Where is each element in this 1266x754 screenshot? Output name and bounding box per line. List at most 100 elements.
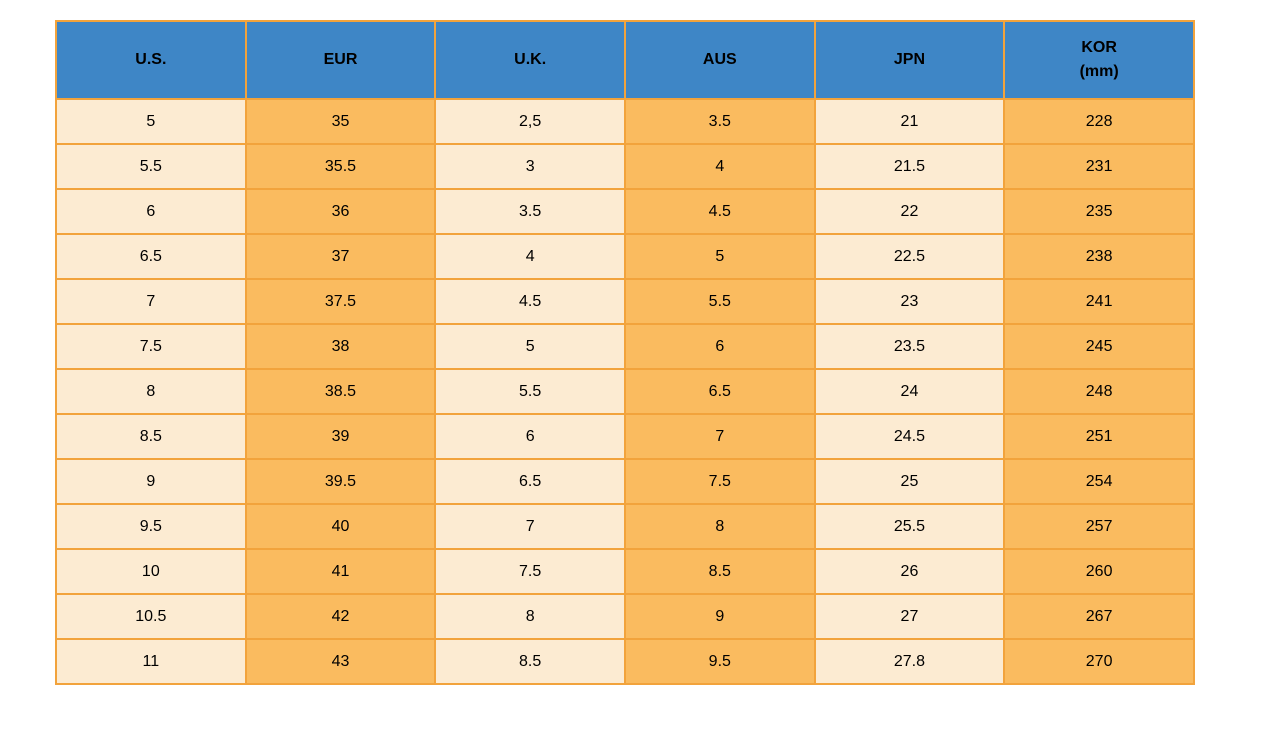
table-row: 5.5 35.5 3 4 21.5 231 — [55, 143, 1195, 190]
header-row: U.S. EUR U.K. AUS JPN KOR (mm) — [55, 20, 1195, 100]
table-row: 6 36 3.5 4.5 22 235 — [55, 188, 1195, 235]
table-cell: 6.5 — [55, 233, 247, 280]
table-cell: 7.5 — [55, 323, 247, 370]
table-row: 5 35 2,5 3.5 21 228 — [55, 98, 1195, 145]
table-cell: 35.5 — [244, 143, 437, 190]
table-cell: 38 — [244, 323, 437, 370]
table-cell: 38.5 — [244, 368, 437, 415]
table-cell: 5 — [55, 98, 247, 145]
table-cell: 3.5 — [623, 98, 816, 145]
table-body: 5 35 2,5 3.5 21 228 5.5 35.5 3 4 21.5 231 6 36 3.5 4.5 2… — [55, 98, 1195, 685]
table-cell: 4.5 — [623, 188, 816, 235]
table-cell: 23 — [813, 278, 1006, 325]
table-row: 7 37.5 4.5 5.5 23 241 — [55, 278, 1195, 325]
table-cell: 235 — [1003, 188, 1195, 235]
table-cell: 27.8 — [813, 638, 1006, 685]
table-cell: 35 — [244, 98, 437, 145]
table-cell: 270 — [1003, 638, 1195, 685]
shoe-size-conversion-table: U.S. EUR U.K. AUS JPN KOR (mm) 5 35 2,5 3.5… — [55, 20, 1195, 685]
table-cell: 238 — [1003, 233, 1195, 280]
table-cell: 11 — [55, 638, 247, 685]
table-cell: 10.5 — [55, 593, 247, 640]
table-cell: 23.5 — [813, 323, 1006, 370]
table-cell: 5.5 — [623, 278, 816, 325]
table-cell: 7 — [434, 503, 626, 550]
table-cell: 251 — [1003, 413, 1195, 460]
table-cell: 231 — [1003, 143, 1195, 190]
table-cell: 41 — [244, 548, 437, 595]
table-cell: 3.5 — [434, 188, 626, 235]
table-row: 6.5 37 4 5 22.5 238 — [55, 233, 1195, 280]
header-cell-eur: EUR — [244, 20, 437, 100]
table-cell: 2,5 — [434, 98, 626, 145]
table-cell: 248 — [1003, 368, 1195, 415]
table-cell: 5 — [623, 233, 816, 280]
table-cell: 267 — [1003, 593, 1195, 640]
table-cell: 21.5 — [813, 143, 1006, 190]
table-row: 8 38.5 5.5 6.5 24 248 — [55, 368, 1195, 415]
table-cell: 3 — [434, 143, 626, 190]
table-row: 10.5 42 8 9 27 267 — [55, 593, 1195, 640]
table-cell: 228 — [1003, 98, 1195, 145]
table-cell: 9.5 — [55, 503, 247, 550]
table-cell: 7.5 — [434, 548, 626, 595]
table-cell: 43 — [244, 638, 437, 685]
table-cell: 8.5 — [623, 548, 816, 595]
header-cell-us: U.S. — [55, 20, 247, 100]
table-cell: 6 — [55, 188, 247, 235]
table-cell: 25.5 — [813, 503, 1006, 550]
table-cell: 8 — [434, 593, 626, 640]
table-row: 9 39.5 6.5 7.5 25 254 — [55, 458, 1195, 505]
table-cell: 10 — [55, 548, 247, 595]
table-cell: 5.5 — [434, 368, 626, 415]
table-cell: 9 — [55, 458, 247, 505]
table-cell: 4.5 — [434, 278, 626, 325]
table-cell: 8.5 — [434, 638, 626, 685]
table-cell: 42 — [244, 593, 437, 640]
table-cell: 40 — [244, 503, 437, 550]
table-cell: 6 — [434, 413, 626, 460]
header-cell-aus: AUS — [623, 20, 816, 100]
header-cell-uk: U.K. — [434, 20, 626, 100]
table-cell: 39.5 — [244, 458, 437, 505]
table-cell: 9.5 — [623, 638, 816, 685]
table-cell: 21 — [813, 98, 1006, 145]
table-row: 8.5 39 6 7 24.5 251 — [55, 413, 1195, 460]
table-cell: 24 — [813, 368, 1006, 415]
table-cell: 4 — [623, 143, 816, 190]
table-cell: 257 — [1003, 503, 1195, 550]
table-cell: 37 — [244, 233, 437, 280]
table-cell: 6.5 — [434, 458, 626, 505]
table-cell: 8 — [623, 503, 816, 550]
table-row: 9.5 40 7 8 25.5 257 — [55, 503, 1195, 550]
table-cell: 22 — [813, 188, 1006, 235]
header-cell-kor: KOR (mm) — [1003, 20, 1195, 100]
table-cell: 37.5 — [244, 278, 437, 325]
table-cell: 254 — [1003, 458, 1195, 505]
table-cell: 5.5 — [55, 143, 247, 190]
table-cell: 6.5 — [623, 368, 816, 415]
table-cell: 27 — [813, 593, 1006, 640]
header-cell-jpn: JPN — [813, 20, 1006, 100]
table-row: 7.5 38 5 6 23.5 245 — [55, 323, 1195, 370]
table-cell: 5 — [434, 323, 626, 370]
table-cell: 7 — [55, 278, 247, 325]
table-cell: 8 — [55, 368, 247, 415]
table-cell: 8.5 — [55, 413, 247, 460]
table-cell: 241 — [1003, 278, 1195, 325]
table-cell: 260 — [1003, 548, 1195, 595]
table-cell: 4 — [434, 233, 626, 280]
table-cell: 39 — [244, 413, 437, 460]
table-cell: 25 — [813, 458, 1006, 505]
table-cell: 24.5 — [813, 413, 1006, 460]
table-cell: 22.5 — [813, 233, 1006, 280]
table-cell: 26 — [813, 548, 1006, 595]
table-row: 11 43 8.5 9.5 27.8 270 — [55, 638, 1195, 685]
table-cell: 7.5 — [623, 458, 816, 505]
table-cell: 9 — [623, 593, 816, 640]
table-cell: 245 — [1003, 323, 1195, 370]
table-cell: 7 — [623, 413, 816, 460]
table-cell: 6 — [623, 323, 816, 370]
table-row: 10 41 7.5 8.5 26 260 — [55, 548, 1195, 595]
table-header: U.S. EUR U.K. AUS JPN KOR (mm) — [55, 20, 1195, 100]
